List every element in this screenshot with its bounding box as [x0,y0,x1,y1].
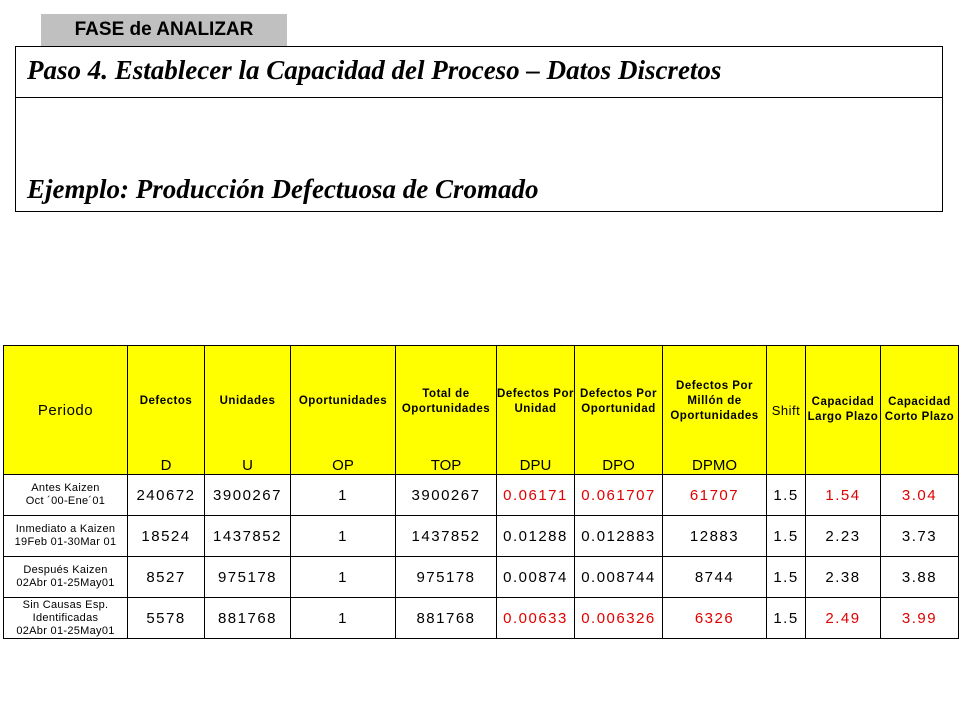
cell-op: 1 [290,597,396,639]
symbol-row: D U OP TOP DPU DPO DPMO [4,457,959,475]
table-row: Inmediato a Kaizen 19Feb 01-30Mar 01 185… [3,515,959,557]
cell-u: 1437852 [204,515,291,557]
symbol-dpo: DPO [574,457,663,475]
cell-dpmo: 8744 [662,556,767,598]
header-dpmo: Defectos Por Millón de Oportunidades [662,345,767,457]
table-row: Sin Causas Esp. Identificadas 02Abr 01-2… [3,597,959,639]
header-capacidad-largo: Capacidad Largo Plazo [805,345,881,475]
cell-dpo: 0.008744 [574,556,663,598]
cell-u: 3900267 [204,474,291,516]
cell-dpu: 0.06171 [496,474,575,516]
cell-periodo: Sin Causas Esp. Identificadas 02Abr 01-2… [3,597,128,639]
symbol-op: OP [290,457,396,475]
cell-top: 975178 [395,556,497,598]
symbol-dpu: DPU [496,457,575,475]
cell-cap-corto: 3.04 [880,474,959,516]
header-capacidad-corto: Capacidad Corto Plazo [880,345,959,475]
cell-u: 881768 [204,597,291,639]
title-box: Paso 4. Establecer la Capacidad del Proc… [15,46,943,212]
cell-dpo: 0.061707 [574,474,663,516]
cell-op: 1 [290,556,396,598]
cell-d: 240672 [127,474,205,516]
cell-u: 975178 [204,556,291,598]
cell-cap-corto: 3.99 [880,597,959,639]
cell-top: 881768 [395,597,497,639]
cell-dpu: 0.00874 [496,556,575,598]
cell-shift: 1.5 [766,474,806,516]
cell-shift: 1.5 [766,515,806,557]
cell-shift: 1.5 [766,556,806,598]
cell-d: 5578 [127,597,205,639]
cell-dpo: 0.006326 [574,597,663,639]
table-row: Antes Kaizen Oct ´00-Ene´01 240672 39002… [3,474,959,516]
page-title: Paso 4. Establecer la Capacidad del Proc… [27,55,722,85]
cell-cap-corto: 3.88 [880,556,959,598]
cell-top: 1437852 [395,515,497,557]
cell-d: 8527 [127,556,205,598]
header-shift: Shift [766,345,806,475]
cell-dpo: 0.012883 [574,515,663,557]
header-periodo: Periodo [3,345,128,475]
cell-d: 18524 [127,515,205,557]
header-total-oportunidades: Total de Oportunidades [395,345,497,457]
table-row: Después Kaizen 02Abr 01-25May01 8527 975… [3,556,959,598]
cell-cap-largo: 2.23 [805,515,881,557]
header-row: Periodo Defectos Unidades Oportunidades … [3,345,959,475]
cell-dpmo: 6326 [662,597,767,639]
capability-table: Periodo Defectos Unidades Oportunidades … [3,345,959,639]
cell-periodo: Antes Kaizen Oct ´00-Ene´01 [3,474,128,516]
cell-dpu: 0.00633 [496,597,575,639]
header-dpu: Defectos Por Unidad [496,345,575,457]
cell-dpu: 0.01288 [496,515,575,557]
cell-periodo: Inmediato a Kaizen 19Feb 01-30Mar 01 [3,515,128,557]
cell-cap-corto: 3.73 [880,515,959,557]
cell-top: 3900267 [395,474,497,516]
symbol-d: D [127,457,205,475]
cell-cap-largo: 2.49 [805,597,881,639]
cell-cap-largo: 1.54 [805,474,881,516]
header-defectos: Defectos [127,345,205,457]
header-unidades: Unidades [204,345,291,457]
cell-periodo: Después Kaizen 02Abr 01-25May01 [3,556,128,598]
title-divider [16,97,942,98]
cell-shift: 1.5 [766,597,806,639]
symbol-u: U [204,457,291,475]
phase-tab: FASE de ANALIZAR [41,14,287,46]
cell-dpmo: 61707 [662,474,767,516]
cell-dpmo: 12883 [662,515,767,557]
page-subtitle: Ejemplo: Producción Defectuosa de Cromad… [27,174,539,204]
header-oportunidades: Oportunidades [290,345,396,457]
cell-cap-largo: 2.38 [805,556,881,598]
header-dpo: Defectos Por Oportunidad [574,345,663,457]
cell-op: 1 [290,515,396,557]
symbol-top: TOP [395,457,497,475]
cell-op: 1 [290,474,396,516]
symbol-dpmo: DPMO [662,457,767,475]
